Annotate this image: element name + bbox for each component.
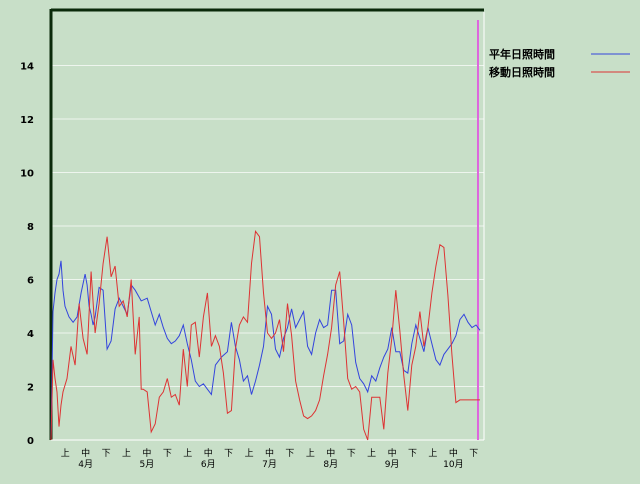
series-line-1: [50, 260, 481, 441]
y-tick-label: 2: [27, 383, 34, 394]
y-tick-label: 8: [27, 222, 34, 233]
x-tick-month: 7月: [262, 459, 277, 470]
x-tick-dekad: 上: [245, 448, 254, 459]
legend-label-2: 移動日照時間: [489, 65, 555, 79]
y-tick-label: 4: [27, 329, 34, 340]
x-tick-dekad: 上: [428, 448, 437, 459]
x-tick-dekad: 中: [81, 447, 90, 459]
x-tick-dekad: 上: [306, 448, 315, 459]
x-tick-dekad: 中: [142, 447, 151, 459]
x-tick-dekad: 中: [265, 447, 274, 459]
x-tick-dekad: 上: [367, 448, 376, 459]
x-tick-dekad: 下: [347, 449, 356, 459]
x-tick-month: 4月: [78, 459, 93, 470]
y-tick-label: 10: [20, 169, 34, 180]
x-tick-month: 5月: [140, 459, 155, 470]
x-tick-dekad: 上: [122, 448, 131, 459]
x-tick-dekad: 下: [163, 449, 172, 459]
x-tick-dekad: 上: [61, 448, 70, 459]
y-tick-label: 0: [27, 436, 34, 447]
x-tick-month: 8月: [323, 459, 338, 470]
y-tick-label: 12: [20, 115, 34, 126]
x-tick-dekad: 上: [183, 448, 192, 459]
y-tick-label: 14: [20, 62, 34, 73]
x-tick-dekad: 下: [285, 449, 294, 459]
x-tick-month: 10月: [443, 459, 463, 470]
legend-label-1: 平年日照時間: [489, 47, 555, 61]
x-tick-month: 9月: [385, 459, 400, 470]
y-tick-label: 6: [27, 276, 34, 287]
series-line-2: [50, 229, 480, 441]
x-tick-dekad: 下: [469, 449, 478, 459]
x-tick-dekad: 中: [326, 447, 335, 459]
x-tick-month: 6月: [201, 459, 216, 470]
x-tick-dekad: 下: [102, 449, 111, 459]
x-tick-dekad: 中: [388, 447, 397, 459]
x-tick-dekad: 中: [449, 447, 458, 459]
x-tick-dekad: 下: [408, 449, 417, 459]
x-tick-dekad: 中: [204, 447, 213, 459]
x-tick-dekad: 下: [224, 449, 233, 459]
